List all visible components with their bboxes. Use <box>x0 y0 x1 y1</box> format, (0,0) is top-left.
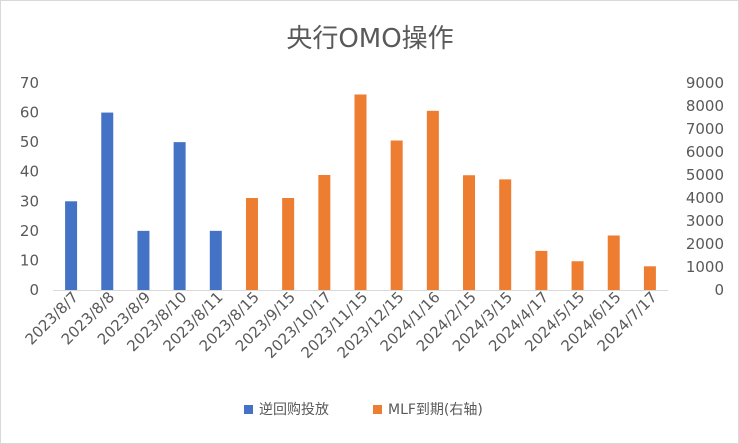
y-right-tick-label: 5000 <box>686 166 724 184</box>
legend-label: 逆回购投放 <box>259 402 329 418</box>
bar <box>65 201 78 290</box>
y-left-tick-label: 70 <box>20 74 39 92</box>
legend-label: MLF到期(右轴) <box>388 402 483 418</box>
y-left-tick-label: 10 <box>20 251 39 269</box>
x-tick-labels: 2023/8/72023/8/82023/8/92023/8/102023/8/… <box>22 288 661 362</box>
y-right-tick-label: 6000 <box>686 143 724 161</box>
bar <box>535 250 548 290</box>
bar <box>245 198 258 290</box>
bar <box>318 175 331 290</box>
y-right-tick-label: 2000 <box>686 235 724 253</box>
bar <box>209 230 222 290</box>
y-right-tick-label: 1000 <box>686 258 724 276</box>
chart-title: 央行OMO操作 <box>286 24 453 54</box>
bar <box>282 198 295 290</box>
y-right-tick-label: 3000 <box>686 212 724 230</box>
y-right-tick-label: 9000 <box>686 74 724 92</box>
y-right-tick-label: 7000 <box>686 120 724 138</box>
bar <box>607 235 620 290</box>
bar <box>173 142 186 290</box>
legend-swatch <box>373 405 382 414</box>
legend-swatch <box>244 405 253 414</box>
y-left-tick-label: 20 <box>20 222 39 240</box>
bar <box>137 230 150 290</box>
bar <box>499 179 512 290</box>
bar <box>463 175 476 290</box>
bar <box>643 266 656 290</box>
legend: 逆回购投放 MLF到期(右轴) <box>244 402 483 418</box>
y-left-tick-label: 60 <box>20 104 39 122</box>
y-left-tick-label: 40 <box>20 163 39 181</box>
bars-group <box>65 94 656 290</box>
y-right-tick-label: 4000 <box>686 189 724 207</box>
bar <box>426 110 439 290</box>
y-right-tick-label: 0 <box>714 281 724 299</box>
y-left-tick-label: 0 <box>29 281 39 299</box>
bar <box>354 94 367 290</box>
bar <box>571 261 584 290</box>
y-left-tick-label: 30 <box>20 192 39 210</box>
bar <box>101 112 114 290</box>
axes-group: 0 10 20 30 40 50 60 70 0 1000 2000 3000 4000 5000 6000… <box>20 74 724 299</box>
bar <box>390 140 403 290</box>
y-left-tick-label: 50 <box>20 133 39 151</box>
y-right-tick-label: 8000 <box>686 97 724 115</box>
